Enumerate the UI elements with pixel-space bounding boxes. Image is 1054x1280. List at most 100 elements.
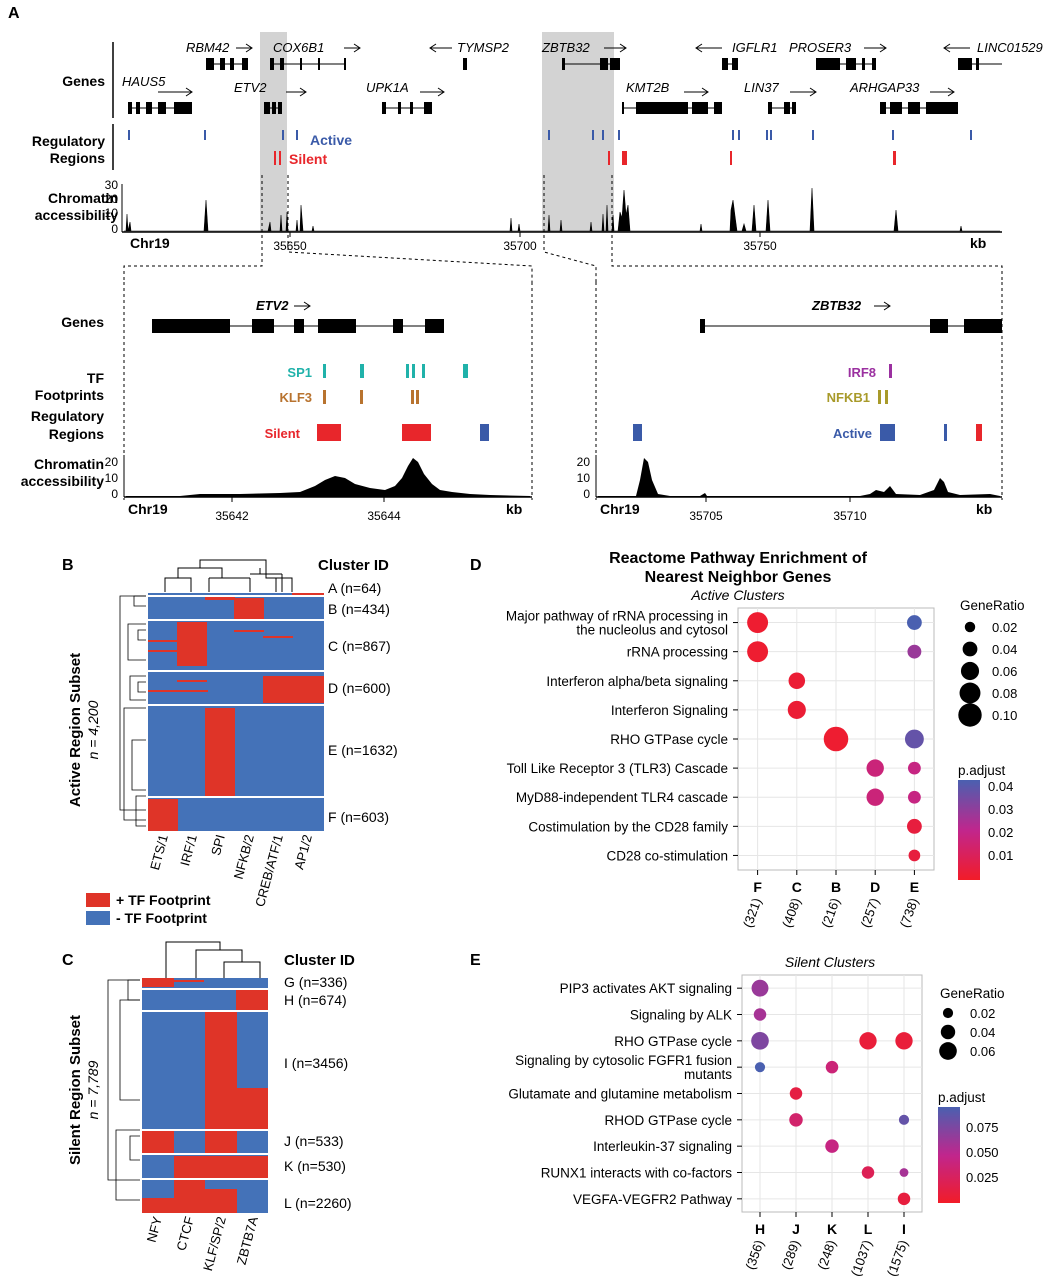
active-region-n-label: n = 4,200	[85, 700, 101, 759]
enrichment-dot	[907, 615, 922, 630]
panel-e-color-legend-title: p.adjust	[938, 1090, 986, 1105]
cluster-g: G (n=336)	[284, 974, 347, 990]
gene-label-rbm42: RBM42	[186, 40, 230, 55]
pathway-label: RUNX1 interacts with co-factors	[541, 1166, 733, 1181]
zoom-right-unit: kb	[976, 501, 992, 517]
panel-e-subtitle: Silent Clusters	[785, 954, 875, 970]
zoom-silent-label: Silent	[265, 426, 301, 441]
e-color-0050: 0.050	[966, 1145, 999, 1160]
cluster-x-label: C	[792, 879, 802, 895]
cluster-x-label: K	[827, 1221, 837, 1237]
regulatory-active-track	[128, 130, 972, 140]
cluster-x-label: E	[910, 879, 919, 895]
cluster-count-label: (289)	[778, 1238, 802, 1272]
col-nfy: NFY	[144, 1215, 165, 1244]
pathway-label: rRNA processing	[627, 645, 728, 660]
zoom-gene-etv2: ETV2	[256, 298, 289, 313]
y-tick-20: 20	[105, 192, 119, 206]
pathway-label: PIP3 activates AKT signaling	[560, 981, 732, 996]
x-tick-35650: 35650	[273, 239, 307, 253]
chromatin-overview-yaxis: 30 20 10 0	[105, 178, 123, 236]
silent-region-n-label: n = 7,789	[85, 1060, 101, 1119]
enrichment-dot	[907, 761, 921, 775]
zoom-gene-model-zbtb32	[700, 319, 1002, 333]
panel-e-y-labels: PIP3 activates AKT signaling Signaling by…	[508, 981, 742, 1207]
pathway-label: mutants	[684, 1067, 732, 1082]
e-color-0075: 0.075	[966, 1120, 999, 1135]
cluster-x-label: F	[753, 879, 762, 895]
d-color-004: 0.04	[988, 779, 1013, 794]
zr-y-20: 20	[577, 455, 591, 469]
enrichment-dot	[907, 818, 922, 834]
col-klf-sp2: KLF/SP/2	[200, 1215, 229, 1273]
y-tick-10: 10	[105, 206, 119, 220]
size-legend-dot	[959, 682, 981, 704]
zr-x-35705: 35705	[689, 509, 723, 523]
cluster-h: H (n=674)	[284, 992, 347, 1008]
cluster-count-label: (216)	[818, 896, 842, 930]
tf-klf3-label: KLF3	[280, 390, 313, 405]
enrichment-dot	[825, 1060, 839, 1074]
zoom-left-signal	[126, 458, 530, 497]
row-genes: Genes	[62, 73, 105, 89]
panel-d-title-2: Nearest Neighbor Genes	[645, 569, 832, 586]
row-chromatin-1: Chromatin	[48, 190, 118, 206]
enrichment-dot	[907, 790, 921, 804]
panel-d-title-1: Reactome Pathway Enrichment of	[609, 550, 868, 567]
zoom-left-chr: Chr19	[128, 501, 168, 517]
panel-d-letter: D	[470, 557, 482, 574]
panel-e-letter: E	[470, 952, 481, 969]
gene-label-linc01529: LINC01529	[977, 40, 1043, 55]
col-irf1: IRF/1	[177, 833, 200, 868]
enrichment-dot	[899, 1168, 909, 1177]
tf-nfkb1-label: NFKB1	[827, 390, 870, 405]
pathway-label: Major pathway of rRNA processing in	[506, 609, 728, 624]
enrichment-dot	[861, 1166, 875, 1179]
panel-e-size-legend-title: GeneRatio	[940, 986, 1005, 1001]
legend-minus-tf: - TF Footprint	[116, 910, 207, 926]
panel-e-size-legend: 0.02 0.04 0.06	[939, 1006, 995, 1060]
panel-b-letter: B	[62, 557, 74, 574]
pathway-label: the nucleolus and cytosol	[576, 623, 728, 638]
panel-d-color-ticks: 0.04 0.03 0.02 0.01	[988, 779, 1013, 863]
overview-unit: kb	[970, 235, 986, 251]
cluster-x-label: H	[755, 1221, 765, 1237]
col-ctcf: CTCF	[173, 1215, 196, 1252]
enrichment-dot	[895, 1032, 913, 1050]
size-legend-dot	[958, 703, 982, 727]
cluster-count-label: (248)	[814, 1238, 838, 1272]
size-legend-label: 0.04	[992, 642, 1017, 657]
zoom-row-labels: Genes TF Footprints Regulatory Regions C…	[21, 314, 105, 489]
pathway-label: Signaling by ALK	[630, 1008, 732, 1023]
enrichment-dot	[866, 759, 884, 777]
zl-x-35644: 35644	[367, 509, 401, 523]
enrichment-dot	[825, 1139, 839, 1153]
active-region-subset-label: Active Region Subset	[67, 653, 84, 807]
heatmap-legend: + TF Footprint - TF Footprint	[86, 892, 211, 926]
size-legend-label: 0.04	[970, 1025, 995, 1040]
chromatin-overview-signal	[124, 187, 1000, 232]
cluster-count-label: (356)	[742, 1238, 766, 1272]
y-tick-30: 30	[105, 178, 119, 192]
pathway-label: Toll Like Receptor 3 (TLR3) Cascade	[507, 761, 728, 776]
cluster-d: D (n=600)	[328, 680, 391, 696]
panel-e-plot	[742, 975, 922, 1212]
row-regulatory-2: Regions	[50, 150, 105, 166]
zoom-arrow-zbtb32	[874, 301, 891, 311]
enrichment-dot	[866, 788, 884, 806]
col-nfkb2: NFKB/2	[231, 833, 257, 881]
size-legend-label: 0.06	[992, 664, 1017, 679]
enrichment-dot	[747, 641, 769, 663]
tf-nfkb1-track	[878, 390, 888, 404]
enrichment-dot	[789, 1113, 803, 1127]
cluster-a: A (n=64)	[328, 580, 381, 596]
d-color-003: 0.03	[988, 802, 1013, 817]
gene-label-proser3: PROSER3	[789, 40, 852, 55]
cluster-l: L (n=2260)	[284, 1195, 352, 1211]
cluster-x-label: B	[831, 879, 841, 895]
size-legend-dot	[960, 661, 980, 681]
zoom-row-reg-1: Regulatory	[31, 408, 104, 424]
zoom-left-x-ticks: 35642 35644	[215, 497, 401, 523]
zr-y-0: 0	[583, 487, 590, 501]
